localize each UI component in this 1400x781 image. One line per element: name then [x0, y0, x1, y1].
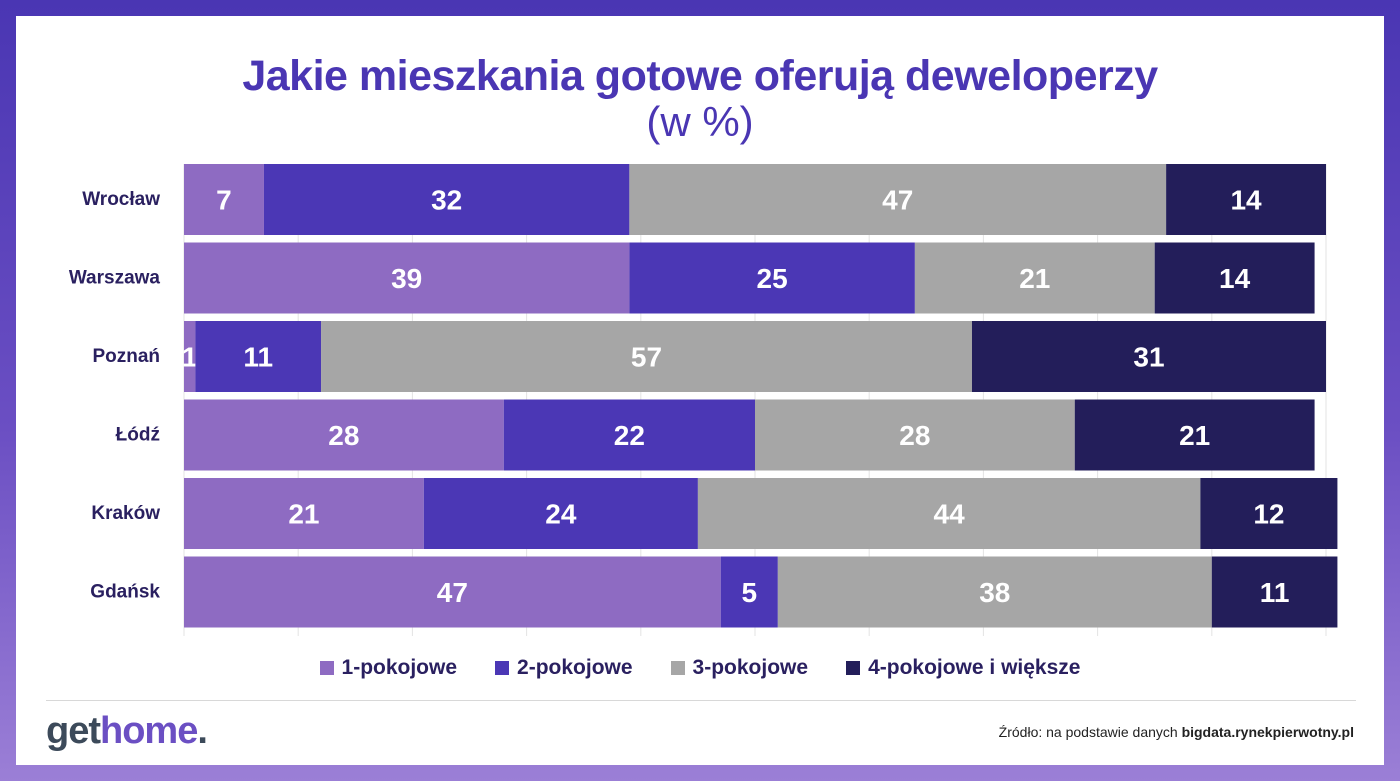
footer-divider [46, 700, 1356, 701]
legend-label: 2-pokojowe [517, 656, 633, 679]
bar-segment [321, 321, 972, 392]
legend-label: 3-pokojowe [692, 656, 809, 679]
bar-segment [720, 556, 778, 628]
data-label: 47 [437, 577, 468, 608]
data-label: 31 [1133, 342, 1164, 373]
chart-card: Jakie mieszkania gotowe oferują dewelope… [16, 16, 1384, 765]
bar-segment [184, 399, 504, 471]
logo-dot: . [197, 710, 208, 752]
legend-swatch [495, 661, 510, 675]
bar-segment [184, 321, 196, 392]
data-label: 21 [1019, 263, 1050, 294]
bar-segment [629, 164, 1167, 235]
bar-segment [184, 242, 630, 314]
bar-segment [1200, 478, 1338, 549]
data-label: 22 [614, 420, 645, 451]
category-label: Łódź [116, 425, 160, 446]
legend-label: 1-pokojowe [341, 656, 458, 679]
legend-item: 2-pokojowe [495, 656, 633, 680]
data-label: 12 [1253, 499, 1284, 530]
data-label: 1 [182, 342, 198, 373]
bar-segment [755, 399, 1075, 471]
gethome-logo: gethome. [46, 710, 208, 753]
data-label: 28 [899, 420, 930, 451]
data-label: 21 [1179, 420, 1210, 451]
bar-segment [629, 242, 915, 314]
bar-segment [1154, 242, 1315, 314]
chart-legend: 1-pokojowe 2-pokojowe 3-pokojowe 4-pokojowe… [16, 656, 1384, 680]
source-note: Źródło: na podstawie danych bigdata.ryne… [999, 724, 1354, 740]
bar-segment [263, 164, 630, 235]
legend-item: 3-pokojowe [670, 656, 809, 680]
bar-segment [503, 399, 755, 471]
source-link: bigdata.rynekpierwotny.pl [1181, 724, 1354, 740]
bar-segment [1166, 164, 1326, 235]
data-label: 25 [757, 263, 788, 294]
data-label: 39 [391, 263, 422, 294]
bar-segment [184, 556, 721, 628]
category-label: Wrocław [82, 189, 160, 210]
legend-label: 4-pokojowe i większe [868, 656, 1081, 679]
chart-subtitle: (w %) [646, 98, 754, 145]
data-label: 14 [1219, 263, 1251, 294]
bar-segment [1211, 556, 1338, 628]
data-label: 11 [1260, 577, 1290, 608]
bar-segment [914, 242, 1155, 314]
category-label: Warszawa [69, 268, 161, 289]
legend-item: 4-pokojowe i większe [846, 656, 1080, 680]
logo-main: get [46, 710, 101, 752]
data-label: 5 [742, 577, 758, 608]
bar-segment [184, 478, 424, 549]
data-label: 14 [1230, 185, 1262, 216]
category-label: Kraków [91, 503, 160, 524]
legend-swatch [319, 661, 334, 675]
bar-segment [697, 478, 1201, 549]
source-prefix: Źródło: na podstawie danych [998, 724, 1182, 740]
bar-segment [777, 556, 1212, 628]
data-label: 57 [631, 342, 662, 373]
data-label: 7 [216, 185, 232, 216]
bar-segment [195, 321, 322, 392]
chart-title: Jakie mieszkania gotowe oferują dewelope… [242, 52, 1158, 100]
bar-segment [1074, 399, 1315, 471]
bar-segment [184, 164, 264, 235]
data-label: 24 [545, 499, 577, 530]
category-label: Gdańsk [90, 582, 160, 603]
logo-accent: home [100, 710, 198, 752]
data-label: 11 [243, 342, 273, 373]
data-label: 28 [328, 420, 359, 451]
legend-swatch [846, 661, 861, 675]
data-label: 21 [288, 499, 319, 530]
category-label: Poznań [92, 346, 160, 367]
data-label: 47 [882, 185, 913, 216]
legend-swatch [670, 661, 685, 675]
bar-segment [423, 478, 698, 549]
data-label: 38 [979, 577, 1010, 608]
legend-item: 1-pokojowe [319, 656, 458, 680]
data-label: 44 [934, 499, 966, 530]
bar-segment [971, 321, 1326, 392]
data-label: 32 [431, 185, 462, 216]
